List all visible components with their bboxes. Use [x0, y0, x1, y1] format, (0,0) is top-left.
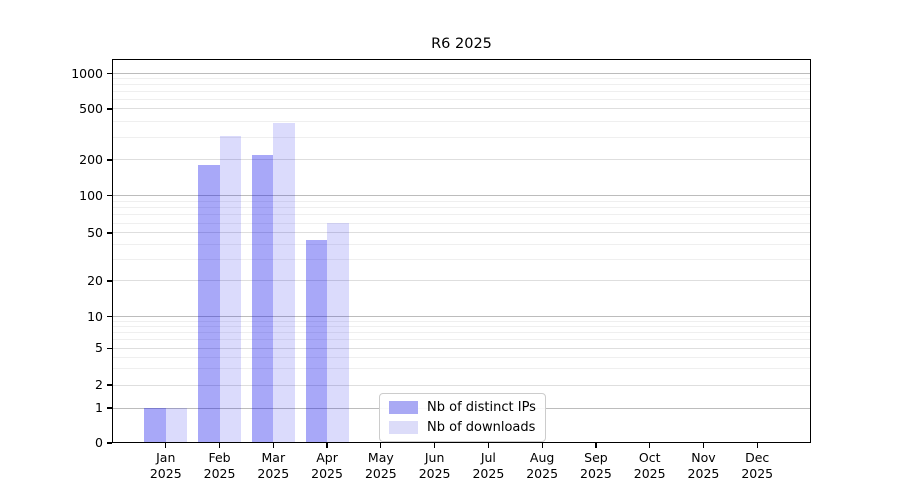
bar-jan-downloads [165, 408, 188, 443]
gridline-500 [112, 108, 811, 110]
xtick-label-nov: Nov 2025 [687, 450, 720, 481]
xtick-mark-apr [326, 443, 328, 448]
plot-area: Nb of distinct IPs Nb of downloads [112, 59, 811, 443]
ytick-mark-5 [107, 347, 112, 349]
gridline-minor-800 [112, 84, 811, 86]
bar-mar-downloads [273, 122, 295, 443]
gridline-minor-8 [112, 326, 811, 328]
chart-title: R6 2025 [431, 36, 492, 52]
gridline-minor-80 [112, 207, 811, 209]
xtick-label-jul: Jul 2025 [472, 450, 505, 481]
gridline-minor-400 [112, 120, 811, 122]
ytick-label-500: 500 [79, 100, 103, 116]
ytick-label-1: 1 [95, 400, 103, 416]
ytick-mark-10 [107, 316, 112, 318]
gridline-minor-4 [112, 356, 811, 358]
bar-feb-distinct-ips [198, 165, 220, 443]
xtick-mark-mar [272, 443, 274, 448]
gridline-minor-900 [112, 78, 811, 80]
xtick-mark-may [380, 443, 382, 448]
legend-label-downloads: Nb of downloads [427, 420, 536, 435]
ytick-mark-500 [107, 108, 112, 110]
ytick-label-2: 2 [95, 377, 103, 393]
gridline-20 [112, 280, 811, 282]
ytick-label-10: 10 [87, 308, 103, 324]
xtick-label-mar: Mar 2025 [257, 450, 290, 481]
xtick-label-jan: Jan 2025 [149, 450, 182, 481]
ytick-mark-0 [107, 442, 112, 444]
gridline-minor-60 [112, 222, 811, 224]
gridline-minor-7 [112, 332, 811, 334]
gridline-minor-3 [112, 368, 811, 370]
xtick-label-apr: Apr 2025 [311, 450, 343, 481]
ytick-label-1000: 1000 [71, 65, 103, 81]
legend-label-distinct-ips: Nb of distinct IPs [427, 400, 536, 415]
bar-feb-downloads [219, 135, 242, 443]
xtick-mark-nov [702, 443, 705, 448]
gridline-1000 [112, 73, 811, 75]
legend-item-distinct-ips: Nb of distinct IPs [389, 400, 536, 415]
xtick-mark-feb [218, 443, 221, 448]
xtick-label-may: May 2025 [364, 450, 397, 481]
gridline-200 [112, 159, 811, 161]
gridline-minor-9 [112, 320, 811, 322]
gridline-minor-30 [112, 259, 811, 261]
bars-layer [112, 59, 811, 443]
xtick-mark-jan [165, 443, 167, 448]
ytick-label-20: 20 [87, 272, 103, 288]
legend-swatch-distinct-ips [389, 401, 418, 414]
xtick-label-aug: Aug 2025 [526, 450, 559, 481]
xtick-label-jun: Jun 2025 [418, 450, 451, 481]
bar-jan-distinct-ips [144, 408, 166, 443]
xtick-label-dec: Dec 2025 [741, 450, 774, 481]
legend-swatch-downloads [389, 421, 418, 434]
xtick-mark-sep [595, 443, 597, 448]
gridline-10 [112, 316, 811, 318]
xtick-label-oct: Oct 2025 [633, 450, 666, 481]
gridline-minor-300 [112, 136, 811, 138]
ytick-label-200: 200 [79, 151, 103, 167]
xtick-label-feb: Feb 2025 [203, 450, 236, 481]
xtick-mark-aug [541, 443, 543, 448]
ytick-mark-50 [107, 232, 112, 234]
ytick-label-5: 5 [95, 340, 103, 356]
xtick-mark-oct [649, 443, 651, 448]
gridline-50 [112, 232, 811, 234]
gridline-minor-40 [112, 244, 811, 246]
legend: Nb of distinct IPs Nb of downloads [379, 393, 546, 442]
xtick-mark-jun [434, 443, 436, 448]
gridline-minor-700 [112, 91, 811, 93]
gridline-minor-90 [112, 200, 811, 202]
gridline-minor-6 [112, 339, 811, 341]
ytick-mark-2 [107, 384, 112, 386]
ytick-mark-1 [107, 407, 112, 409]
bar-mar-distinct-ips [251, 154, 274, 443]
xtick-mark-dec [756, 443, 758, 448]
gridline-minor-600 [112, 99, 811, 101]
gridline-2 [112, 384, 811, 386]
xtick-mark-jul [487, 443, 489, 448]
gridline-5 [112, 347, 811, 349]
bar-apr-distinct-ips [305, 239, 328, 443]
ytick-label-0: 0 [95, 435, 103, 450]
ytick-mark-20 [107, 280, 112, 282]
gridline-100 [112, 195, 811, 197]
gridline-minor-70 [112, 214, 811, 216]
bar-apr-downloads [327, 223, 349, 443]
ytick-mark-100 [107, 195, 112, 197]
legend-item-downloads: Nb of downloads [389, 420, 536, 435]
ytick-mark-1000 [107, 72, 112, 75]
xtick-label-sep: Sep 2025 [580, 450, 612, 481]
ytick-label-50: 50 [87, 224, 103, 240]
ytick-mark-200 [107, 159, 112, 161]
ytick-label-100: 100 [79, 187, 103, 203]
